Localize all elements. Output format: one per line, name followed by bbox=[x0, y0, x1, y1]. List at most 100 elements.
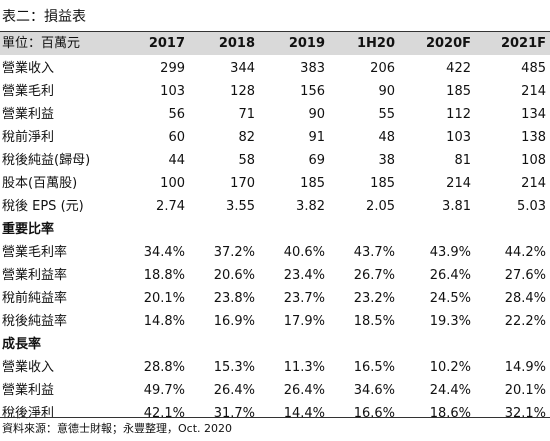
income-statement-table: 單位：百萬元 2017 2018 2019 1H20 2020F 2021F 營… bbox=[0, 32, 550, 425]
cell-value: 3.55 bbox=[226, 199, 255, 214]
cell-value: 156 bbox=[300, 84, 325, 99]
cell-value: 11.3% bbox=[283, 360, 325, 375]
cell-value: 34.6% bbox=[353, 383, 395, 398]
cell-value: 48 bbox=[378, 130, 395, 145]
table-row: 營業收入 299 344 383 206 422 485 bbox=[0, 55, 550, 80]
cell-value: 20.1% bbox=[143, 291, 185, 306]
cell-value: 14.8% bbox=[143, 314, 185, 329]
row-label: 股本(百萬股) bbox=[2, 176, 78, 191]
row-label: 營業收入 bbox=[2, 360, 55, 375]
cell-value: 128 bbox=[230, 84, 255, 99]
column-header: 2019 bbox=[288, 36, 325, 51]
row-label: 稅後 EPS (元) bbox=[2, 199, 84, 214]
cell-value: 299 bbox=[160, 61, 185, 76]
cell-value: 26.4% bbox=[213, 383, 255, 398]
cell-value: 18.8% bbox=[143, 268, 185, 283]
cell-value: 90 bbox=[378, 84, 395, 99]
section-heading: 成長率 bbox=[2, 337, 42, 352]
row-label: 稅前淨利 bbox=[2, 130, 55, 145]
cell-value: 20.1% bbox=[504, 383, 546, 398]
table-row: 稅前純益率 20.1% 23.8% 23.7% 23.2% 24.5% 28.4% bbox=[0, 287, 550, 310]
cell-value: 32.1% bbox=[504, 406, 546, 421]
cell-value: 108 bbox=[521, 153, 546, 168]
row-label: 營業收入 bbox=[2, 61, 55, 76]
cell-value: 134 bbox=[521, 107, 546, 122]
cell-value: 44.2% bbox=[504, 245, 546, 260]
cell-value: 344 bbox=[230, 61, 255, 76]
column-header: 2021F bbox=[500, 36, 546, 51]
cell-value: 10.2% bbox=[429, 360, 471, 375]
cell-value: 82 bbox=[238, 130, 255, 145]
title-rule bbox=[0, 31, 550, 32]
cell-value: 206 bbox=[370, 61, 395, 76]
cell-value: 58 bbox=[238, 153, 255, 168]
cell-value: 3.81 bbox=[442, 199, 471, 214]
cell-value: 24.4% bbox=[429, 383, 471, 398]
table-row: 稅前淨利 60 82 91 48 103 138 bbox=[0, 126, 550, 149]
cell-value: 55 bbox=[378, 107, 395, 122]
bottom-rule bbox=[0, 417, 550, 418]
row-label: 營業毛利 bbox=[2, 84, 55, 99]
table-row: 稅後純益(歸母) 44 58 69 38 81 108 bbox=[0, 149, 550, 172]
cell-value: 100 bbox=[160, 176, 185, 191]
table-row: 稅後 EPS (元) 2.74 3.55 3.82 2.05 3.81 5.03 bbox=[0, 195, 550, 218]
cell-value: 37.2% bbox=[213, 245, 255, 260]
row-label: 稅前純益率 bbox=[2, 291, 68, 306]
cell-value: 185 bbox=[370, 176, 395, 191]
cell-value: 49.7% bbox=[143, 383, 185, 398]
table-row: 營業收入 28.8% 15.3% 11.3% 16.5% 10.2% 14.9% bbox=[0, 356, 550, 379]
unit-label: 單位：百萬元 bbox=[2, 36, 81, 51]
cell-value: 5.03 bbox=[517, 199, 546, 214]
cell-value: 91 bbox=[308, 130, 325, 145]
row-label: 稅後純益(歸母) bbox=[2, 153, 91, 168]
header-row: 單位：百萬元 2017 2018 2019 1H20 2020F 2021F bbox=[0, 32, 550, 55]
cell-value: 2.05 bbox=[366, 199, 395, 214]
cell-value: 103 bbox=[446, 130, 471, 145]
cell-value: 422 bbox=[446, 61, 471, 76]
cell-value: 214 bbox=[521, 176, 546, 191]
cell-value: 20.6% bbox=[213, 268, 255, 283]
cell-value: 14.9% bbox=[504, 360, 546, 375]
cell-value: 24.5% bbox=[429, 291, 471, 306]
cell-value: 56 bbox=[168, 107, 185, 122]
cell-value: 185 bbox=[300, 176, 325, 191]
cell-value: 23.2% bbox=[353, 291, 395, 306]
column-header: 2017 bbox=[148, 36, 185, 51]
table-row: 股本(百萬股) 100 170 185 185 214 214 bbox=[0, 172, 550, 195]
cell-value: 28.4% bbox=[504, 291, 546, 306]
cell-value: 43.9% bbox=[429, 245, 471, 260]
table-row: 營業利益率 18.8% 20.6% 23.4% 26.7% 26.4% 27.6% bbox=[0, 264, 550, 287]
cell-value: 71 bbox=[238, 107, 255, 122]
cell-value: 23.7% bbox=[283, 291, 325, 306]
cell-value: 17.9% bbox=[283, 314, 325, 329]
cell-value: 43.7% bbox=[353, 245, 395, 260]
cell-value: 15.3% bbox=[213, 360, 255, 375]
table-row: 稅後純益率 14.8% 16.9% 17.9% 18.5% 19.3% 22.2% bbox=[0, 310, 550, 333]
cell-value: 22.2% bbox=[504, 314, 546, 329]
cell-value: 170 bbox=[230, 176, 255, 191]
cell-value: 38 bbox=[378, 153, 395, 168]
cell-value: 16.9% bbox=[213, 314, 255, 329]
cell-value: 18.6% bbox=[429, 406, 471, 421]
cell-value: 138 bbox=[521, 130, 546, 145]
cell-value: 185 bbox=[446, 84, 471, 99]
cell-value: 81 bbox=[454, 153, 471, 168]
cell-value: 18.5% bbox=[353, 314, 395, 329]
cell-value: 28.8% bbox=[143, 360, 185, 375]
table-title: 表二：損益表 bbox=[2, 9, 86, 25]
cell-value: 103 bbox=[160, 84, 185, 99]
cell-value: 23.8% bbox=[213, 291, 255, 306]
row-label: 營業毛利率 bbox=[2, 245, 68, 260]
cell-value: 23.4% bbox=[283, 268, 325, 283]
cell-value: 40.6% bbox=[283, 245, 325, 260]
cell-value: 14.4% bbox=[283, 406, 325, 421]
cell-value: 214 bbox=[446, 176, 471, 191]
row-label: 稅後純益率 bbox=[2, 314, 68, 329]
cell-value: 3.82 bbox=[296, 199, 325, 214]
column-header: 2020F bbox=[425, 36, 471, 51]
cell-value: 90 bbox=[308, 107, 325, 122]
cell-value: 19.3% bbox=[429, 314, 471, 329]
cell-value: 26.4% bbox=[429, 268, 471, 283]
cell-value: 26.7% bbox=[353, 268, 395, 283]
row-label: 營業利益率 bbox=[2, 268, 68, 283]
